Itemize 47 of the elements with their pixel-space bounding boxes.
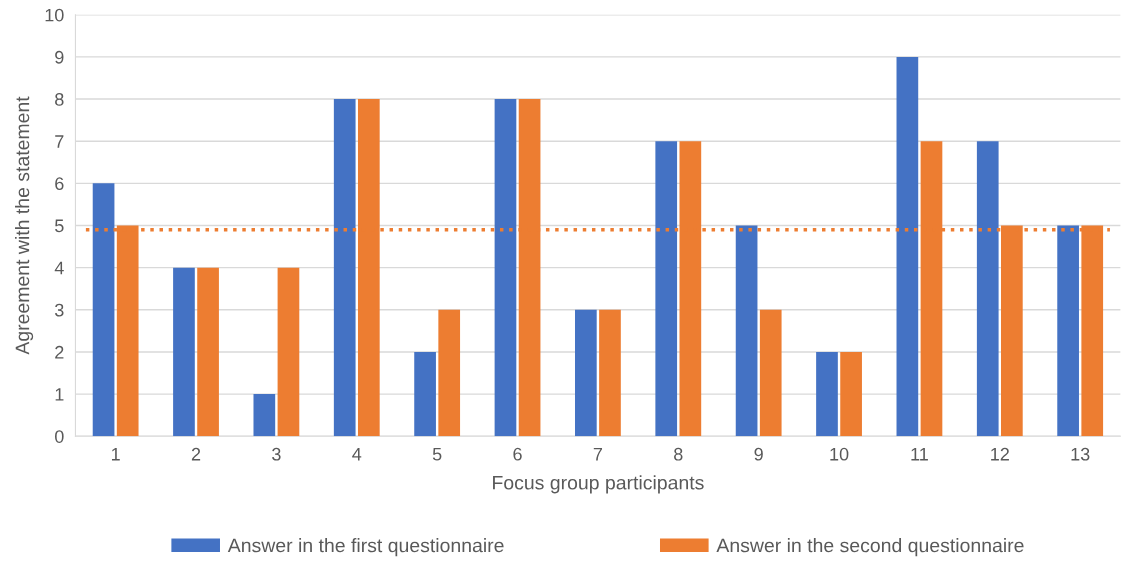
y-tick-label: 2	[55, 345, 64, 359]
legend-label: Answer in the first questionnaire	[227, 538, 504, 557]
bar	[759, 309, 782, 437]
x-tick-label: 1	[111, 448, 120, 461]
bar	[816, 351, 838, 437]
bar	[655, 141, 678, 437]
y-tick-label: 6	[55, 177, 64, 191]
x-tick-label: 6	[513, 447, 522, 461]
bar	[253, 394, 276, 437]
y-tick-label: 10	[45, 8, 64, 22]
y-axis-title: Agreement with the statement	[15, 96, 34, 355]
y-tick-label: 5	[55, 219, 64, 233]
y-tick-label: 4	[54, 261, 64, 275]
bar	[840, 351, 862, 437]
y-tick-label: 3	[54, 303, 64, 317]
y-tick-label: 7	[55, 135, 64, 148]
bar	[173, 267, 195, 437]
x-tick-label: 10	[830, 447, 849, 461]
bar	[494, 99, 517, 437]
bar	[1057, 225, 1079, 437]
bar	[414, 351, 436, 437]
y-tick-label: 1	[55, 388, 64, 401]
bar	[896, 56, 919, 437]
bar	[438, 309, 461, 437]
x-tick-label: 5	[432, 448, 442, 461]
bar	[277, 267, 300, 437]
bar	[92, 183, 115, 437]
bar	[735, 225, 758, 437]
y-tick-label: 0	[55, 430, 64, 443]
x-axis-title: Focus group participants	[493, 475, 704, 494]
y-tick-label: 8	[55, 92, 64, 106]
bar	[976, 141, 999, 437]
bar	[575, 309, 597, 437]
legend-label: Answer in the second questionnaire	[716, 538, 1024, 557]
x-tick-label: 11	[911, 448, 928, 461]
bar	[197, 267, 219, 437]
x-tick-label: 3	[272, 447, 281, 461]
bar	[599, 309, 621, 437]
x-tick-label: 9	[754, 447, 763, 461]
x-tick-label: 12	[991, 447, 1009, 461]
x-tick-label: 2	[191, 447, 201, 461]
x-tick-label: 4	[352, 448, 362, 461]
x-tick-label: 13	[1071, 447, 1090, 461]
bar	[333, 99, 356, 437]
x-tick-label: 8	[674, 447, 683, 461]
x-tick-label: 7	[593, 448, 603, 461]
y-tick-label: 9	[55, 50, 64, 64]
